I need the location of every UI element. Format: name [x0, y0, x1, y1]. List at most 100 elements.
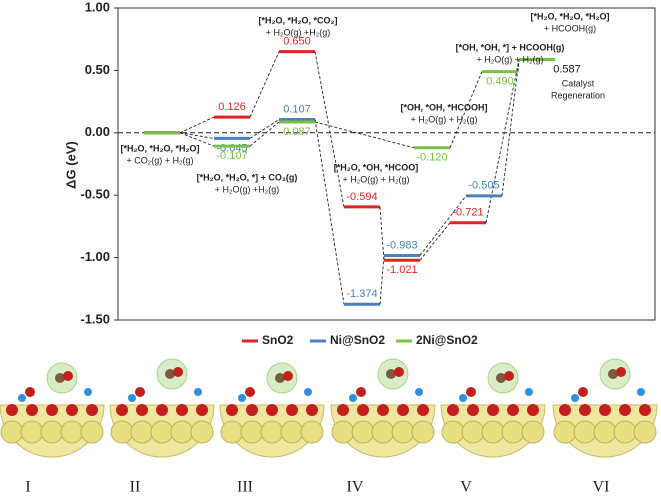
value-label: -1.374: [346, 288, 377, 300]
state-annotation: [*OH, *OH, *] + HCOOH(g): [456, 42, 565, 52]
state-annotation: + H₂O(g) +H₂(g): [266, 27, 331, 37]
connector: [517, 59, 520, 72]
connector: [419, 222, 451, 261]
atom-sn: [371, 420, 395, 444]
atom-o: [357, 404, 369, 416]
atom-o: [507, 404, 519, 416]
atom-sn: [501, 420, 525, 444]
y-tick-label: 0.00: [85, 124, 110, 139]
atom-o: [337, 404, 349, 416]
atom-o: [559, 404, 571, 416]
atom-sn: [80, 420, 104, 444]
connector: [179, 132, 215, 139]
atom-c: [165, 369, 175, 379]
atom-o: [116, 404, 128, 416]
atom-o: [356, 387, 366, 397]
state-annotation: + H₂O(g) + H₂(g): [477, 54, 544, 64]
connector: [314, 51, 345, 208]
atom-o: [6, 404, 18, 416]
state-annotation: + HCOOH(g): [544, 23, 596, 33]
connector: [179, 132, 215, 147]
state-annotation: [*H₂O, *H₂O, *H₂O]: [530, 11, 609, 21]
connector: [501, 59, 520, 196]
state-annotation: + H₂O(g) + H₂(g): [411, 114, 478, 124]
atom-sn: [481, 420, 505, 444]
atom-h: [18, 394, 26, 402]
atom-sn: [633, 420, 657, 444]
structure-label: II: [130, 479, 141, 496]
value-label: 0.587: [553, 63, 581, 75]
atom-o: [176, 404, 188, 416]
value-label: 0.126: [218, 101, 246, 113]
atom-o: [527, 404, 539, 416]
atom-sn: [391, 420, 415, 444]
atom-h: [459, 394, 467, 402]
atom-o: [578, 387, 588, 397]
atom-o: [136, 404, 148, 416]
atom-sn: [260, 420, 284, 444]
atom-o: [306, 404, 318, 416]
value-label: 0.650: [283, 36, 311, 48]
state-annotation: + CO₂(g) + H₂(g): [127, 155, 194, 165]
atom-o: [26, 404, 38, 416]
atom-o: [86, 404, 98, 416]
value-label: -0.107: [216, 150, 247, 162]
atom-h: [304, 388, 312, 396]
atom-sn: [40, 420, 64, 444]
atom-h: [637, 388, 645, 396]
atom-sn: [300, 420, 324, 444]
atom-sn: [613, 420, 637, 444]
atom-h: [84, 388, 92, 396]
value-label: -0.721: [452, 207, 483, 219]
state-annotation: Catalyst: [562, 78, 595, 88]
atom-o: [246, 404, 258, 416]
value-label: -0.505: [468, 180, 499, 192]
legend-label: SnO2: [262, 333, 294, 347]
atom-o: [25, 387, 35, 397]
atom-h: [525, 388, 533, 396]
atom-o: [226, 404, 238, 416]
atom-o: [377, 404, 389, 416]
connector: [249, 119, 280, 139]
atom-h: [128, 394, 136, 402]
atom-sn: [150, 420, 174, 444]
atom-o: [156, 404, 168, 416]
state-annotation: [*H₂O, *OH, *HCOO]: [334, 162, 419, 172]
atom-sn: [461, 420, 485, 444]
value-label: -1.021: [386, 264, 417, 276]
atom-sn: [553, 420, 577, 444]
atom-sn: [190, 420, 214, 444]
atom-sn: [331, 420, 355, 444]
atom-sn: [20, 420, 44, 444]
atom-o: [135, 387, 145, 397]
connector: [179, 116, 215, 134]
atom-sn: [0, 420, 24, 444]
connector: [314, 121, 415, 149]
atom-o: [173, 367, 183, 377]
structure-label: V: [460, 479, 472, 496]
atom-sn: [130, 420, 154, 444]
connector: [379, 206, 385, 261]
atom-o: [639, 404, 651, 416]
connector: [449, 71, 483, 148]
connector: [314, 119, 345, 305]
atom-o: [447, 404, 459, 416]
atom-o: [504, 371, 514, 381]
atom-h: [571, 394, 579, 402]
atom-sn: [170, 420, 194, 444]
connector: [249, 51, 280, 118]
atom-o: [283, 371, 293, 381]
atom-o: [66, 404, 78, 416]
atom-h: [415, 388, 423, 396]
atom-c: [275, 373, 285, 383]
atom-o: [394, 367, 404, 377]
connector: [419, 195, 467, 256]
atom-sn: [280, 420, 304, 444]
atom-c: [386, 369, 396, 379]
y-axis-label: ΔG (eV): [63, 141, 78, 189]
atom-o: [616, 367, 626, 377]
atom-c: [608, 369, 618, 379]
y-tick-label: 0.50: [85, 62, 110, 77]
atom-o: [417, 404, 429, 416]
